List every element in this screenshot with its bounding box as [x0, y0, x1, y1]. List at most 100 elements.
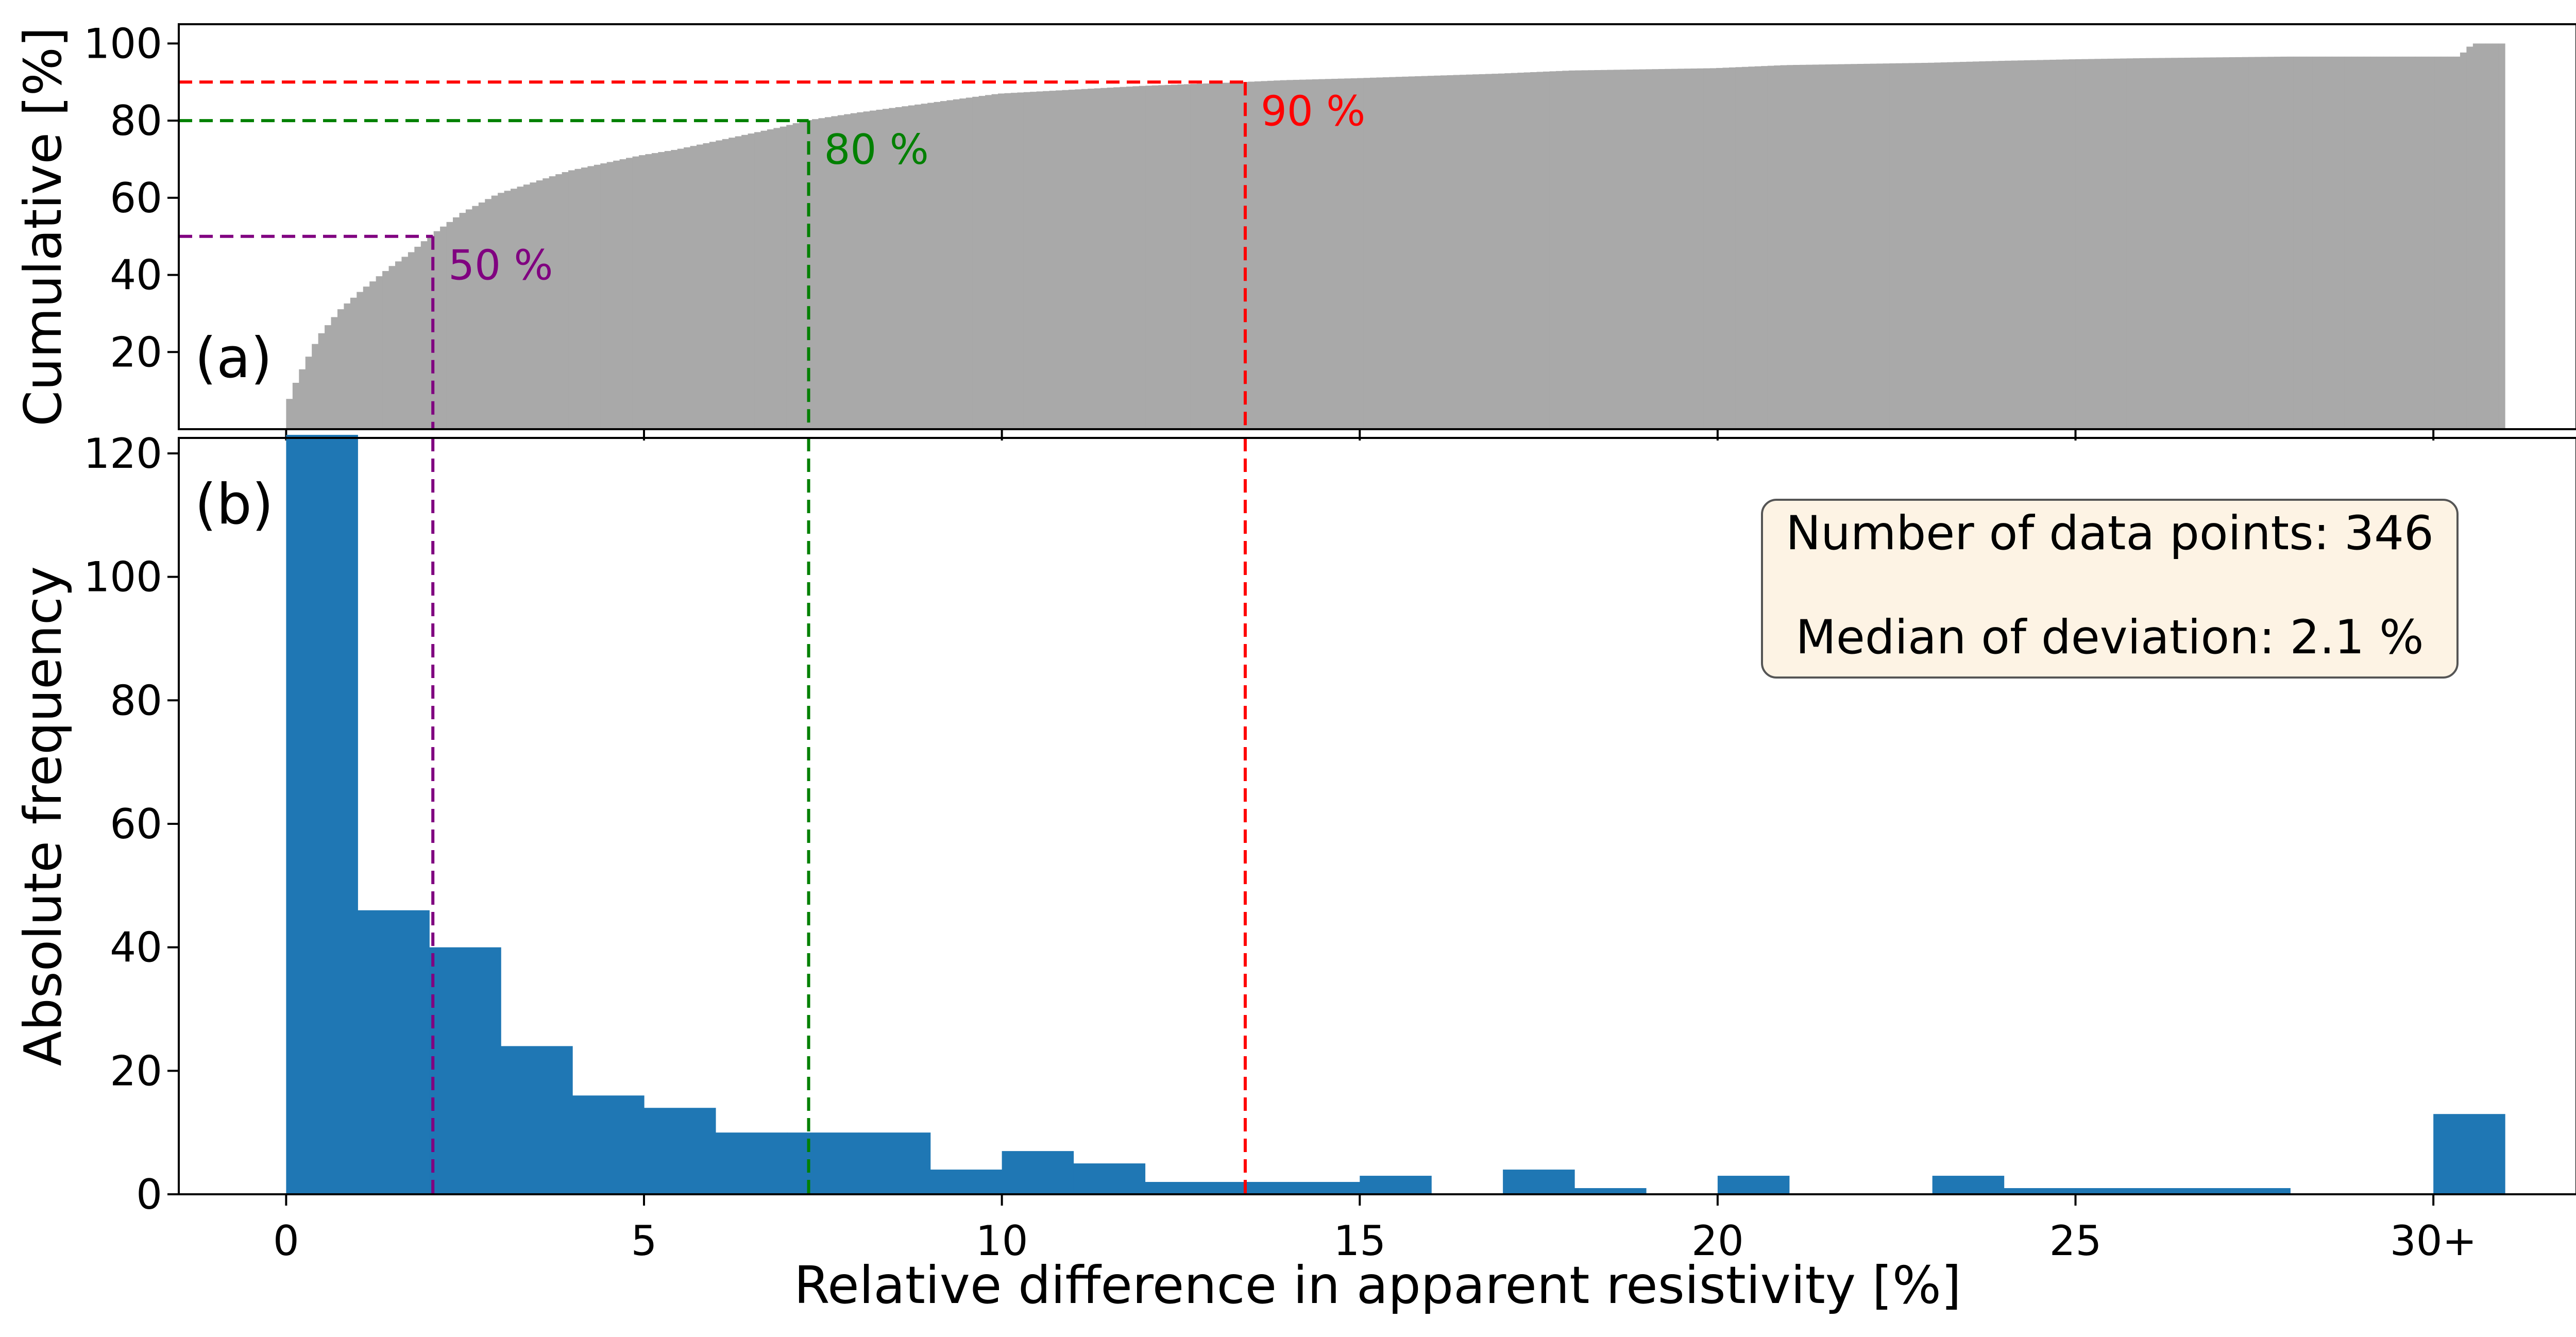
cumulative-bar — [1126, 87, 1133, 430]
cumulative-y-tick-label: 40 — [110, 251, 162, 299]
cumulative-bar — [850, 113, 857, 429]
cumulative-bar — [2075, 59, 2082, 429]
cumulative-bar — [1337, 78, 1345, 429]
cumulative-bar — [2409, 56, 2416, 429]
cumulative-bar — [1947, 62, 1954, 429]
cumulative-bar — [1523, 72, 1531, 430]
cumulative-bar — [2242, 57, 2249, 430]
cumulative-bar — [606, 162, 614, 429]
cumulative-bar — [985, 95, 992, 429]
cumulative-bar — [779, 126, 787, 429]
cumulative-bar — [2434, 56, 2442, 429]
cumulative-bar — [728, 138, 736, 429]
cumulative-bar — [1902, 63, 1909, 429]
cumulative-bar — [1780, 65, 1787, 429]
cumulative-y-tick-label: 20 — [110, 328, 162, 376]
cumulative-bar — [2472, 43, 2480, 429]
cumulative-bar — [1158, 85, 1165, 429]
cumulative-bar — [1261, 81, 1268, 430]
cumulative-bar — [376, 276, 383, 429]
cumulative-bar — [697, 144, 704, 429]
histogram-y-tick-label: 60 — [110, 800, 162, 848]
cumulative-bar — [2197, 57, 2204, 430]
cumulative-bar — [722, 139, 729, 429]
cumulative-bar — [1549, 71, 1556, 429]
cumulative-bar — [1787, 65, 1794, 430]
cumulative-bar — [908, 105, 915, 429]
cumulative-bar — [420, 241, 428, 429]
cumulative-bar — [549, 176, 556, 429]
cumulative-bar — [709, 142, 716, 429]
cumulative-bar — [1517, 73, 1524, 429]
cumulative-bar — [1927, 62, 1935, 430]
cumulative-bar — [1761, 66, 1768, 430]
cumulative-bar — [2081, 59, 2089, 430]
cumulative-bar — [2441, 56, 2448, 429]
cumulative-bar — [1094, 88, 1101, 429]
cumulative-bar — [395, 261, 402, 429]
histogram-bar — [644, 1108, 716, 1194]
median-deviation-text: Median of deviation: 2.1 % — [1795, 611, 2424, 665]
cumulative-bar — [1229, 82, 1236, 430]
cumulative-bar — [857, 112, 864, 429]
cumulative-bar — [1088, 89, 1095, 430]
cumulative-bar — [1620, 70, 1627, 429]
cumulative-bar — [1594, 70, 1601, 429]
histogram-bar — [358, 910, 430, 1194]
cumulative-bar — [1613, 70, 1620, 430]
cumulative-bar — [433, 231, 440, 429]
cumulative-bar — [1883, 63, 1890, 430]
cumulative-bar — [2024, 60, 2031, 429]
cumulative-bar — [1216, 83, 1223, 429]
cumulative-bar — [2210, 57, 2217, 429]
cumulative-bar — [1190, 83, 1197, 430]
cumulative-bar — [2485, 43, 2493, 429]
cumulative-bar — [1741, 66, 1749, 429]
cumulative-bar — [286, 399, 293, 429]
cumulative-bar — [882, 109, 890, 429]
cumulative-bar — [568, 170, 575, 429]
histogram-x-ticks: 0 5 10 15 20 25 30+ — [273, 1194, 2477, 1265]
cumulative-bar — [478, 202, 485, 429]
cumulative-bar — [1914, 63, 1922, 429]
histogram-bar — [286, 435, 358, 1194]
cumulative-bar — [2479, 43, 2486, 429]
cumulative-bar — [2204, 57, 2211, 429]
cumulative-y-tick-label: 60 — [110, 174, 162, 222]
cumulative-bar — [312, 344, 319, 429]
cumulative-bar — [1479, 74, 1486, 429]
cumulative-bar — [2223, 57, 2230, 429]
cumulative-bar — [1492, 74, 1499, 429]
cumulative-bar — [2056, 59, 2063, 429]
cumulative-bar — [895, 107, 902, 430]
cumulative-bar — [1722, 67, 1730, 430]
cumulative-bar — [1075, 89, 1082, 430]
cumulative-bars — [286, 43, 2505, 430]
cumulative-bar — [1633, 69, 1640, 429]
cumulative-bar — [562, 172, 569, 429]
threshold-label-50: 50 % — [448, 242, 553, 290]
cumulative-bar — [388, 266, 396, 429]
cumulative-bar — [1754, 66, 1761, 429]
cumulative-bar — [1357, 78, 1364, 429]
cumulative-bar — [2466, 46, 2473, 429]
data-points-count-text: Number of data points: 346 — [1786, 506, 2434, 561]
histogram-x-axis-title: Relative difference in apparent resistiv… — [794, 1255, 1961, 1315]
cumulative-bar — [1164, 84, 1172, 429]
cumulative-bar — [812, 119, 819, 429]
histogram-y-tick-label: 100 — [83, 553, 162, 601]
cumulative-bar — [465, 209, 472, 429]
cumulative-bar — [946, 100, 954, 429]
cumulative-bar — [773, 128, 781, 429]
cumulative-bar — [959, 98, 967, 430]
cumulative-bar — [2383, 56, 2390, 429]
cumulative-bar — [1774, 65, 1781, 429]
cumulative-bar — [2094, 59, 2102, 430]
cumulative-bar — [1171, 84, 1178, 429]
cumulative-bar — [2351, 56, 2358, 429]
cumulative-bar — [2421, 56, 2429, 429]
panel-label-b: (b) — [195, 472, 274, 537]
cumulative-bar — [2133, 58, 2140, 429]
histogram-bars — [286, 435, 2505, 1194]
